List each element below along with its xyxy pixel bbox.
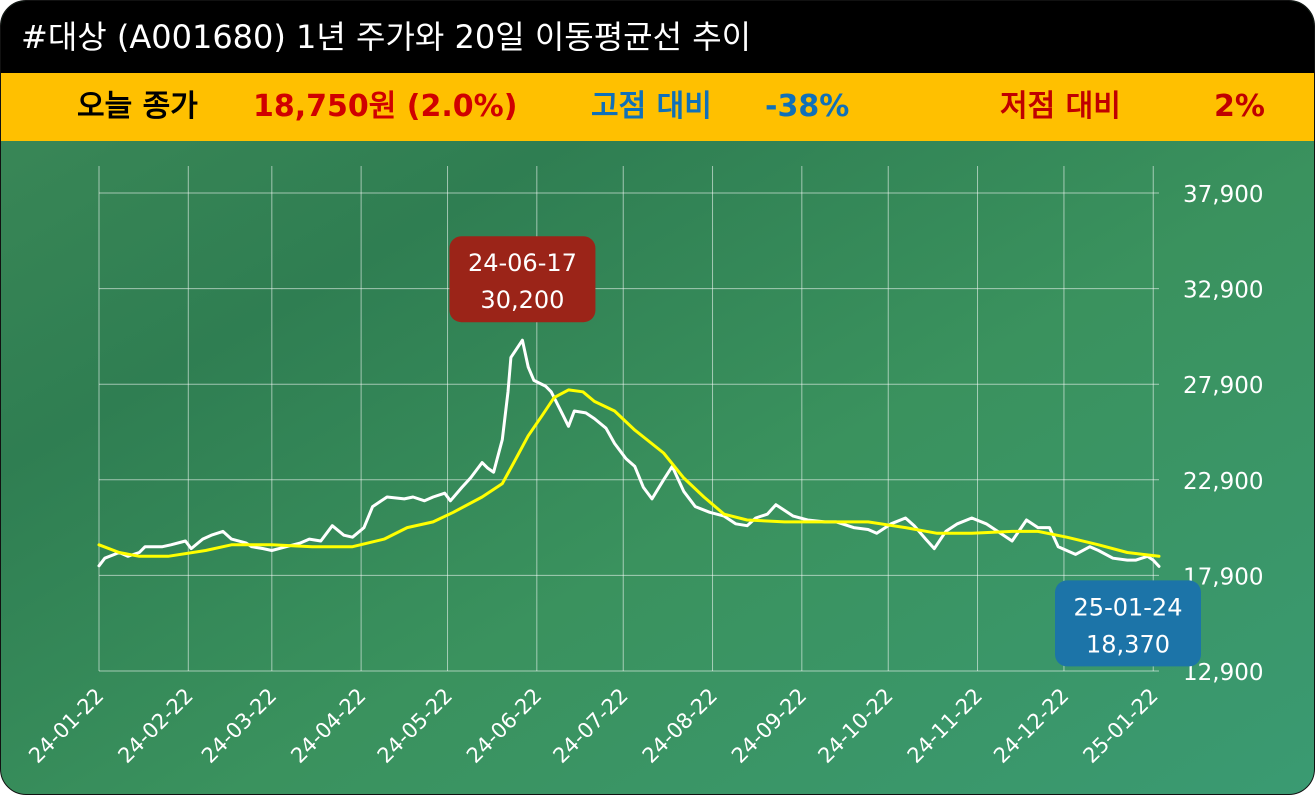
- callout-date: 25-01-24: [1074, 593, 1183, 621]
- x-tick-label: 24-04-22: [286, 684, 370, 768]
- x-tick-label: 25-01-22: [1078, 684, 1162, 768]
- x-tick-label: 24-05-22: [373, 684, 457, 768]
- y-tick-label: 12,900: [1183, 660, 1263, 686]
- close-label: 오늘 종가: [77, 89, 198, 124]
- high-compare-value: -38%: [765, 89, 850, 124]
- x-tick-label: 24-02-22: [113, 684, 197, 768]
- price-line: [97, 338, 1161, 568]
- y-tick-label: 22,900: [1183, 469, 1263, 495]
- x-tick-label: 24-08-22: [638, 684, 722, 768]
- x-tick-label: 24-09-22: [727, 684, 811, 768]
- low-callout: 25-01-24 18,370: [1055, 580, 1201, 667]
- summary-bar: 오늘 종가 18,750원 (2.0%) 고점 대비 -38% 저점 대비 2%: [1, 73, 1314, 141]
- y-tick-label: 32,900: [1183, 278, 1263, 304]
- x-tick-label: 24-03-22: [197, 684, 281, 768]
- page-title: #대상 (A001680) 1년 주가와 20일 이동평균선 추이: [21, 18, 752, 56]
- x-tick-label: 24-06-22: [462, 684, 546, 768]
- ma20-line: [97, 388, 1161, 558]
- callout-box: [1055, 580, 1201, 667]
- title-bar: #대상 (A001680) 1년 주가와 20일 이동평균선 추이: [1, 1, 1314, 73]
- callout-value: 18,370: [1086, 630, 1170, 658]
- high-callout: 24-06-17 30,200: [449, 236, 596, 323]
- x-axis-ticks: 24-01-22 24-02-22 24-03-22 24-04-22 24-05-22…: [24, 684, 1163, 768]
- callouts: 24-06-17 30,200 25-01-24 18,370: [449, 236, 1201, 667]
- y-tick-label: 37,900: [1183, 182, 1263, 208]
- close-value: 18,750원 (2.0%): [253, 89, 518, 124]
- x-tick-label: 24-07-22: [548, 684, 632, 768]
- low-compare-value: 2%: [1214, 89, 1265, 124]
- low-compare-label: 저점 대비: [1000, 89, 1121, 124]
- callout-box: [449, 236, 596, 323]
- x-tick-label: 24-11-22: [903, 684, 987, 768]
- x-tick-label: 24-12-22: [989, 684, 1073, 768]
- y-tick-label: 27,900: [1183, 373, 1263, 399]
- callout-value: 30,200: [480, 286, 564, 314]
- grid: [98, 166, 1159, 672]
- x-tick-label: 24-01-22: [24, 684, 108, 768]
- callout-date: 24-06-17: [468, 249, 577, 277]
- high-compare-label: 고점 대비: [591, 89, 712, 124]
- x-tick-label: 24-10-22: [813, 684, 897, 768]
- series: [97, 338, 1161, 568]
